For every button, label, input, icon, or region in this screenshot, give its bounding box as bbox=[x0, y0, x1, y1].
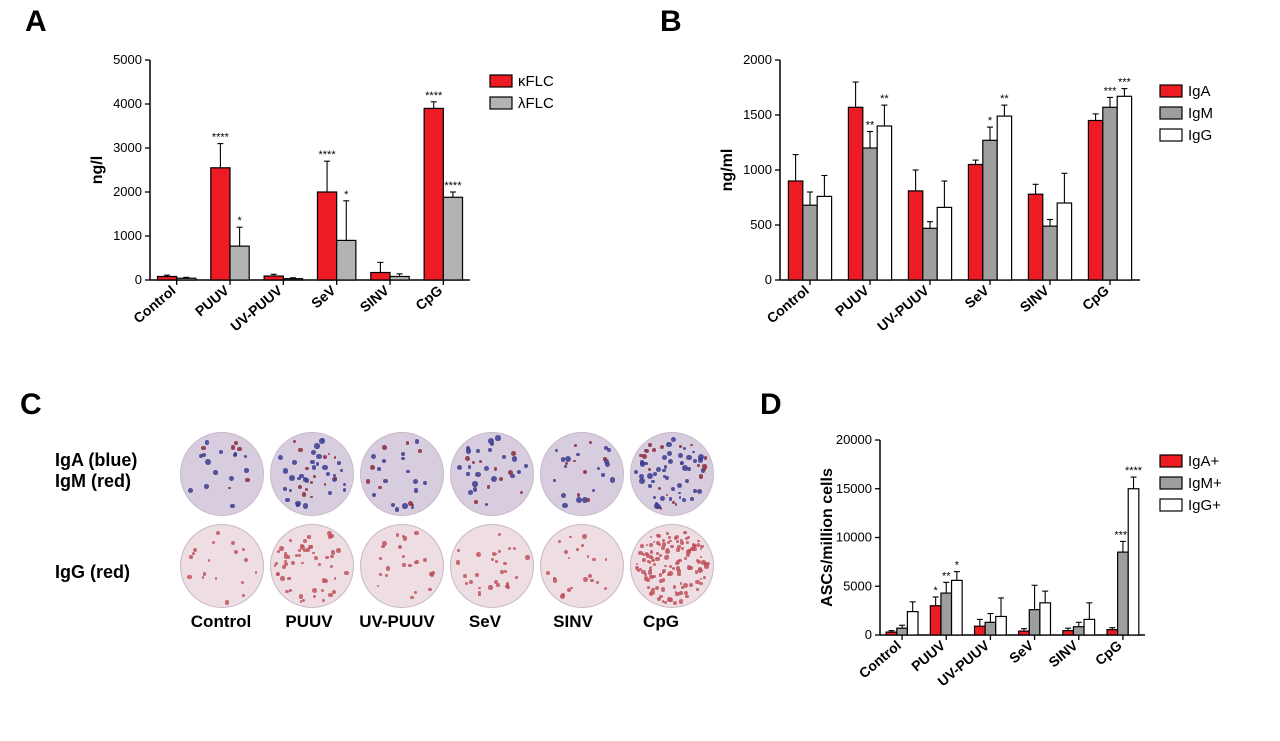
well-col-label: UV-PUUV bbox=[356, 612, 438, 632]
well-col-label: SeV bbox=[444, 612, 526, 632]
svg-text:***: *** bbox=[1104, 85, 1118, 97]
svg-text:2000: 2000 bbox=[743, 52, 772, 67]
panel-a-chart: 010002000300040005000ng/lControlPUUV****… bbox=[80, 40, 660, 360]
svg-text:4000: 4000 bbox=[113, 96, 142, 111]
panel-label-c: C bbox=[20, 388, 42, 422]
figure-root: A 010002000300040005000ng/lControlPUUV**… bbox=[0, 0, 1280, 741]
svg-text:IgA+: IgA+ bbox=[1188, 453, 1220, 470]
well bbox=[630, 432, 714, 516]
svg-text:PUUV: PUUV bbox=[832, 282, 873, 320]
svg-text:****: **** bbox=[1125, 465, 1143, 477]
svg-text:PUUV: PUUV bbox=[908, 637, 949, 675]
svg-text:2000: 2000 bbox=[113, 184, 142, 199]
panel-label-a: A bbox=[25, 5, 47, 39]
svg-text:****: **** bbox=[425, 90, 443, 102]
well bbox=[450, 524, 534, 608]
svg-text:0: 0 bbox=[135, 272, 142, 287]
svg-text:SeV: SeV bbox=[961, 282, 992, 312]
svg-text:0: 0 bbox=[765, 272, 772, 287]
well bbox=[540, 432, 624, 516]
well bbox=[180, 432, 264, 516]
svg-text:****: **** bbox=[319, 149, 337, 161]
svg-text:**: ** bbox=[880, 93, 889, 105]
panel-label-b: B bbox=[660, 5, 682, 39]
svg-text:1500: 1500 bbox=[743, 107, 772, 122]
svg-text:**: ** bbox=[866, 120, 875, 132]
svg-text:1000: 1000 bbox=[743, 162, 772, 177]
well-row-top bbox=[180, 432, 714, 516]
svg-text:SINV: SINV bbox=[357, 282, 393, 316]
svg-text:ng/l: ng/l bbox=[89, 156, 106, 184]
well-col-label: PUUV bbox=[268, 612, 350, 632]
svg-text:IgM: IgM bbox=[1188, 105, 1213, 122]
svg-text:κFLC: κFLC bbox=[518, 73, 554, 90]
svg-text:***: *** bbox=[1118, 77, 1132, 89]
svg-text:SeV: SeV bbox=[1006, 637, 1037, 667]
svg-text:5000: 5000 bbox=[843, 578, 872, 593]
well bbox=[360, 524, 444, 608]
svg-text:*: * bbox=[344, 189, 349, 201]
svg-text:UV-PUUV: UV-PUUV bbox=[874, 282, 932, 335]
svg-text:**: ** bbox=[942, 570, 951, 582]
svg-text:*: * bbox=[988, 115, 993, 127]
well bbox=[270, 524, 354, 608]
panel-c-wells: Control PUUV UV-PUUV SeV SINV CpG bbox=[180, 432, 714, 632]
svg-text:PUUV: PUUV bbox=[192, 282, 233, 320]
svg-text:*: * bbox=[955, 560, 960, 572]
svg-text:0: 0 bbox=[865, 627, 872, 642]
svg-text:**: ** bbox=[1000, 93, 1009, 105]
well-col-label: SINV bbox=[532, 612, 614, 632]
svg-text:Control: Control bbox=[856, 637, 904, 681]
svg-text:****: **** bbox=[212, 132, 230, 144]
panel-label-d: D bbox=[760, 388, 782, 422]
panel-b-chart: 0500100015002000ng/mlControlPUUV****UV-P… bbox=[710, 40, 1270, 360]
row-label-iga: IgA (blue) bbox=[55, 450, 137, 471]
svg-text:*: * bbox=[237, 215, 242, 227]
svg-text:1000: 1000 bbox=[113, 228, 142, 243]
svg-text:500: 500 bbox=[750, 217, 772, 232]
svg-text:CpG: CpG bbox=[1092, 637, 1125, 668]
panel-c-row-labels: IgA (blue) IgM (red) IgG (red) bbox=[55, 450, 137, 583]
svg-text:IgM+: IgM+ bbox=[1188, 475, 1222, 492]
svg-text:ASCs/million cells: ASCs/million cells bbox=[819, 468, 836, 607]
svg-text:UV-PUUV: UV-PUUV bbox=[227, 282, 285, 335]
svg-text:3000: 3000 bbox=[113, 140, 142, 155]
panel-d-chart: 0 5000 10000 15000 20000 ASCs/million cells Co… bbox=[800, 420, 1270, 720]
well-col-labels: Control PUUV UV-PUUV SeV SINV CpG bbox=[180, 612, 714, 632]
svg-text:Control: Control bbox=[130, 282, 178, 326]
svg-text:λFLC: λFLC bbox=[518, 95, 554, 112]
row-label-igm: IgM (red) bbox=[55, 471, 137, 492]
well-col-label: Control bbox=[180, 612, 262, 632]
svg-text:5000: 5000 bbox=[113, 52, 142, 67]
svg-text:*: * bbox=[934, 585, 939, 597]
row-label-igg: IgG (red) bbox=[55, 562, 137, 583]
svg-text:SINV: SINV bbox=[1017, 282, 1053, 316]
svg-text:IgA: IgA bbox=[1188, 83, 1211, 100]
svg-text:****: **** bbox=[444, 180, 462, 192]
svg-text:IgG+: IgG+ bbox=[1188, 497, 1221, 514]
svg-text:CpG: CpG bbox=[1079, 282, 1112, 313]
svg-text:IgG: IgG bbox=[1188, 127, 1212, 144]
well bbox=[180, 524, 264, 608]
svg-text:15000: 15000 bbox=[836, 481, 872, 496]
svg-text:SeV: SeV bbox=[308, 282, 339, 312]
svg-text:Control: Control bbox=[764, 282, 812, 326]
well-col-label: CpG bbox=[620, 612, 702, 632]
well bbox=[360, 432, 444, 516]
well-row-bottom bbox=[180, 524, 714, 608]
svg-text:CpG: CpG bbox=[412, 282, 445, 313]
well bbox=[630, 524, 714, 608]
svg-text:SINV: SINV bbox=[1045, 637, 1081, 671]
well bbox=[270, 432, 354, 516]
svg-text:20000: 20000 bbox=[836, 432, 872, 447]
svg-text:ng/ml: ng/ml bbox=[719, 149, 736, 192]
well bbox=[450, 432, 534, 516]
svg-text:10000: 10000 bbox=[836, 530, 872, 545]
well bbox=[540, 524, 624, 608]
